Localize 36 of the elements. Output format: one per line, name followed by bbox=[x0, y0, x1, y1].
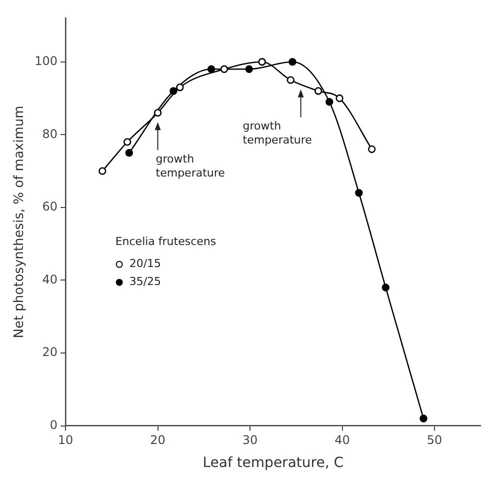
point bbox=[258, 58, 266, 66]
legend-label: 20/15 bbox=[129, 257, 162, 270]
y-tick-label: 80 bbox=[42, 126, 58, 141]
y-tick-label: 40 bbox=[42, 272, 58, 286]
x-axis-title: Leaf temperature, C bbox=[202, 455, 344, 472]
point bbox=[420, 414, 428, 422]
point bbox=[286, 76, 294, 84]
x-tick-label: 30 bbox=[242, 433, 258, 448]
point bbox=[288, 58, 296, 66]
point bbox=[314, 87, 322, 95]
y-tick-label: 60 bbox=[42, 200, 58, 214]
point bbox=[355, 189, 363, 197]
annotation: growth temperature bbox=[242, 120, 312, 147]
legend-label: 35/25 bbox=[129, 275, 162, 288]
point bbox=[245, 65, 253, 73]
y-tick-label: 0 bbox=[50, 418, 58, 432]
point bbox=[125, 149, 134, 157]
point bbox=[176, 83, 184, 92]
y-axis-title: Net photosynthesis, % of maximum bbox=[12, 106, 28, 338]
point bbox=[123, 138, 132, 146]
x-tick-label: 20 bbox=[150, 433, 166, 448]
annotation: growth temperature bbox=[156, 152, 226, 180]
point bbox=[382, 284, 390, 292]
point bbox=[368, 145, 376, 154]
point bbox=[207, 65, 216, 73]
point bbox=[220, 65, 228, 73]
x-tick-label: 10 bbox=[58, 433, 74, 448]
y-tick-label: 20 bbox=[42, 345, 58, 360]
x-tick-label: 40 bbox=[334, 433, 350, 448]
point bbox=[98, 167, 106, 175]
point bbox=[154, 108, 162, 117]
legend-title: Encelia frutescens bbox=[115, 235, 216, 248]
point bbox=[336, 94, 344, 102]
point bbox=[326, 98, 334, 106]
y-tick-label: 100 bbox=[34, 54, 58, 68]
x-tick-label: 50 bbox=[426, 433, 442, 448]
